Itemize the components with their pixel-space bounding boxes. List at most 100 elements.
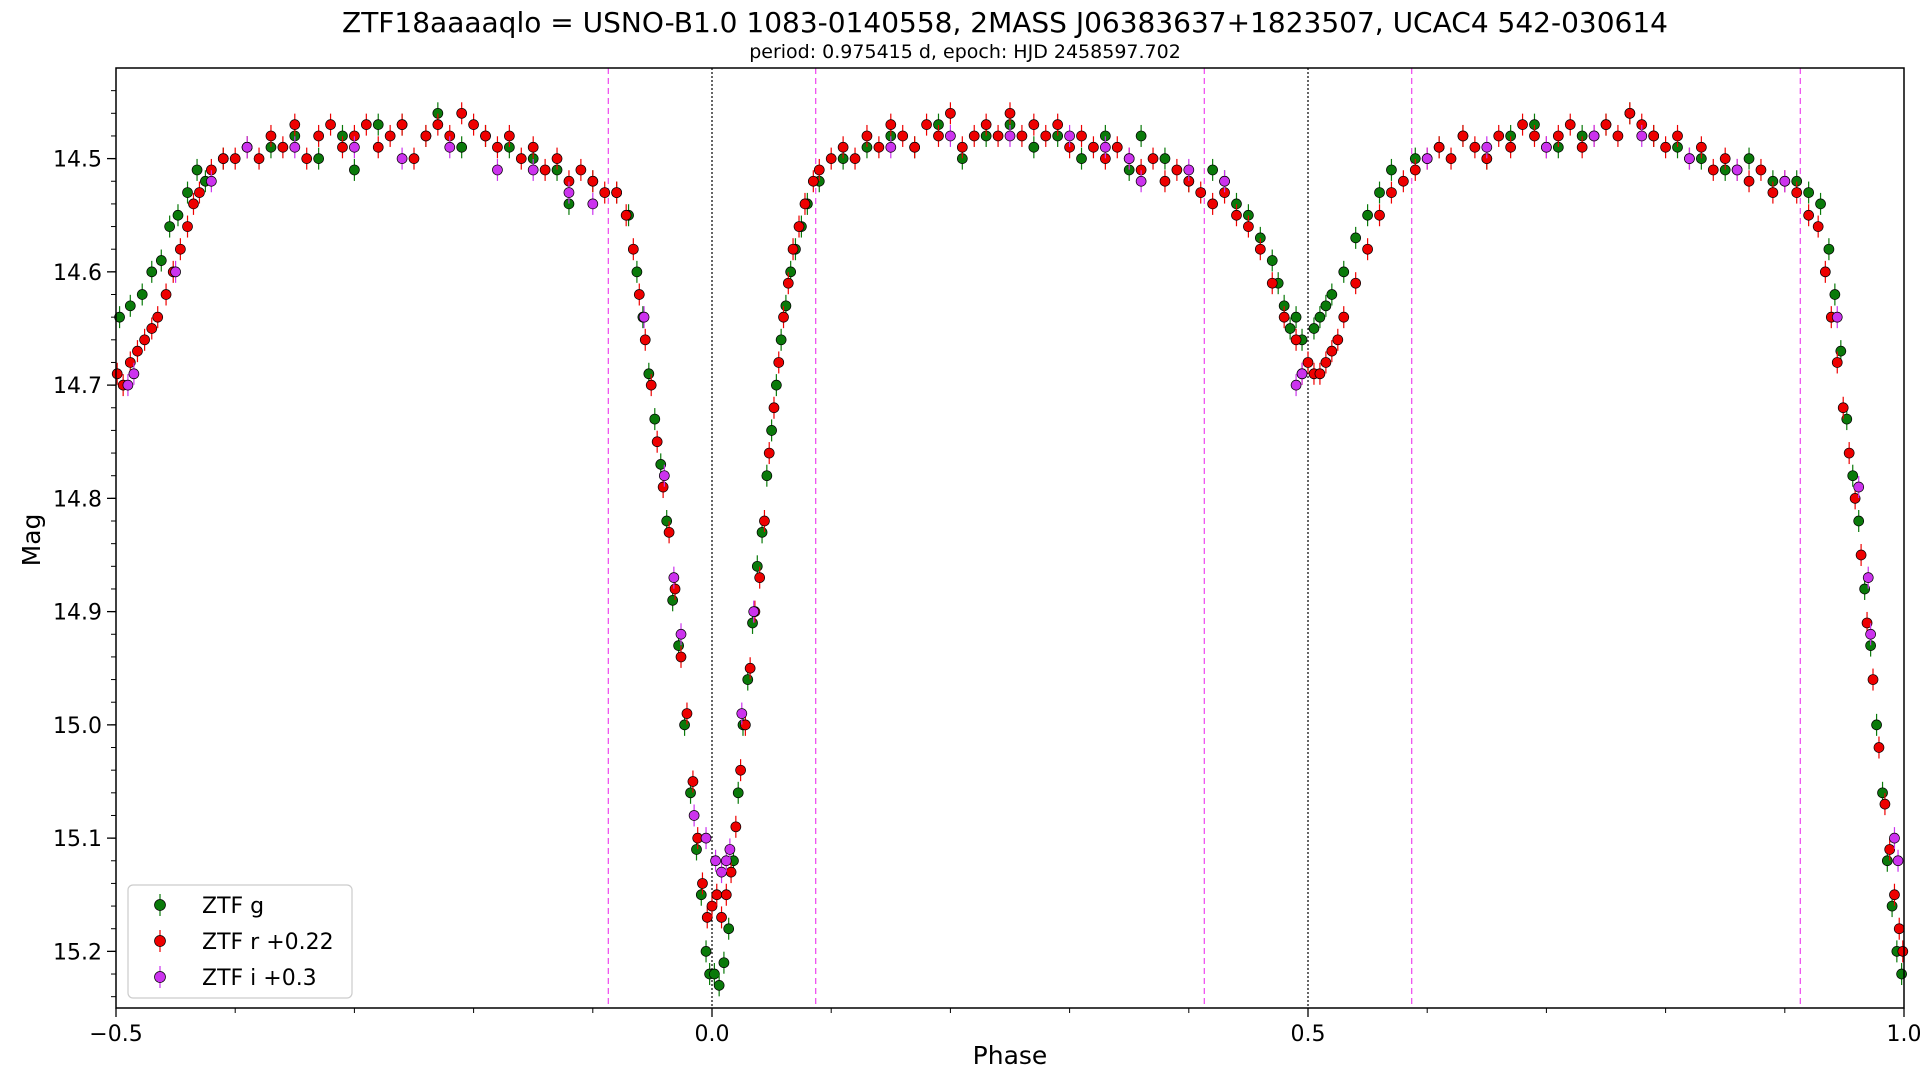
data-point (763, 442, 775, 465)
data-point (265, 124, 277, 147)
data-point (1076, 124, 1087, 147)
data-point (575, 158, 587, 181)
data-point (313, 147, 324, 170)
data-point (1855, 543, 1867, 566)
data-point (807, 170, 819, 193)
data-point (444, 136, 456, 159)
y-tick-label: 14.6 (53, 261, 102, 286)
data-point (1374, 181, 1385, 204)
data-point (681, 702, 693, 725)
data-point (980, 113, 992, 136)
data-point (587, 192, 599, 215)
data-point (217, 147, 229, 170)
data-point (716, 906, 727, 929)
data-point (1837, 396, 1849, 419)
data-point (265, 136, 277, 159)
data-point (492, 136, 503, 159)
data-point (1207, 192, 1218, 215)
data-point (1812, 215, 1824, 238)
legend-item: ZTF g (154, 894, 264, 919)
data-point (1123, 147, 1135, 170)
y-tick-label: 14.7 (53, 374, 102, 399)
data-point (1350, 272, 1362, 295)
data-point (539, 158, 551, 181)
data-point (1266, 272, 1278, 295)
data-point (1893, 917, 1905, 940)
data-point (1831, 306, 1843, 329)
data-point (1362, 238, 1373, 261)
data-point (146, 260, 158, 283)
data-point (432, 113, 444, 136)
data-point (720, 849, 732, 872)
data-point (697, 872, 708, 895)
data-point (1219, 170, 1230, 193)
data-point (1552, 124, 1564, 147)
data-point (1588, 124, 1600, 147)
data-point (313, 124, 324, 147)
data-point (1755, 158, 1767, 181)
data-point (1147, 147, 1159, 170)
data-point (956, 136, 968, 159)
data-point (1326, 283, 1338, 306)
data-point (1290, 374, 1302, 397)
data-point (188, 192, 199, 215)
data-point (170, 260, 181, 283)
data-point (793, 215, 805, 238)
series-ztf-i-0-3 (122, 124, 1904, 884)
legend-box (127, 884, 353, 999)
data-point (1016, 124, 1028, 147)
data-point (711, 883, 723, 906)
data-point (1362, 204, 1373, 227)
data-point (136, 283, 148, 306)
data-point (1111, 136, 1123, 159)
data-point (1314, 306, 1326, 329)
data-point (1231, 204, 1242, 227)
data-point (277, 136, 289, 159)
data-point (1849, 487, 1861, 510)
data-point (748, 600, 760, 623)
data-point (587, 170, 599, 193)
data-point (897, 124, 909, 147)
data-point (1320, 294, 1332, 317)
data-point (139, 328, 150, 351)
data-point (1195, 181, 1207, 204)
data-point (732, 781, 744, 804)
data-point (1835, 340, 1847, 363)
data-point (700, 827, 712, 850)
data-point (720, 883, 732, 906)
data-point (730, 815, 742, 838)
data-point (146, 317, 158, 340)
data-point (1853, 510, 1865, 533)
x-axis-label: Phase (973, 1041, 1048, 1070)
data-point (968, 124, 980, 147)
data-point (408, 147, 420, 170)
data-point (1100, 136, 1111, 159)
data-point (1040, 124, 1052, 147)
data-point (396, 113, 408, 136)
data-point (933, 124, 944, 147)
x-tick-label: −0.5 (89, 1022, 142, 1047)
data-point (799, 192, 811, 215)
data-point (688, 804, 700, 827)
data-point (1302, 351, 1314, 374)
data-point (563, 181, 575, 204)
data-point (668, 566, 680, 589)
legend-label: ZTF r +0.22 (202, 930, 334, 955)
data-point (1386, 158, 1397, 181)
data-point (723, 917, 735, 940)
y-tick-label: 14.9 (53, 601, 102, 626)
data-point (111, 362, 123, 385)
data-point (787, 238, 799, 261)
data-point (724, 838, 736, 861)
data-point (1672, 124, 1683, 147)
legend-marker (154, 935, 166, 947)
y-tick-label: 15.2 (53, 940, 102, 965)
data-point (1862, 566, 1874, 589)
data-point (1684, 147, 1695, 170)
data-point (945, 102, 956, 125)
data-point (114, 306, 125, 329)
data-point (160, 283, 172, 306)
data-point (771, 374, 782, 397)
data-point (1457, 124, 1469, 147)
x-tick-label: 0.5 (1291, 1022, 1326, 1047)
